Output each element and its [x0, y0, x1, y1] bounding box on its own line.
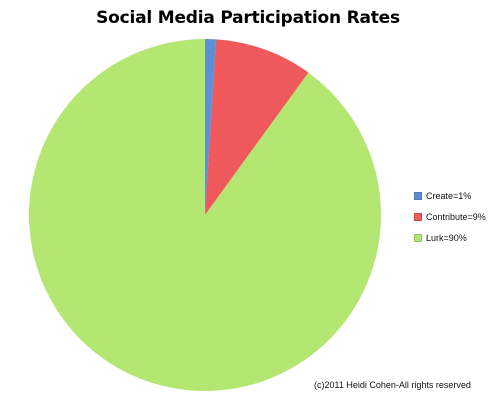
- copyright-notice: (c)2011 Heidi Cohen-All rights reserved: [314, 380, 471, 390]
- legend-item-lurk: Lurk=90%: [414, 232, 486, 243]
- chart-title: Social Media Participation Rates: [96, 8, 400, 28]
- legend-item-create: Create=1%: [414, 190, 486, 201]
- legend-item-contribute: Contribute=9%: [414, 211, 486, 222]
- legend-label-create: Create=1%: [426, 190, 472, 201]
- legend-swatch-lurk: [414, 233, 422, 242]
- legend-label-contribute: Contribute=9%: [426, 211, 486, 222]
- legend: Create=1% Contribute=9% Lurk=90%: [414, 190, 486, 253]
- legend-swatch-contribute: [414, 212, 422, 221]
- legend-swatch-create: [414, 191, 422, 200]
- pie-slice-lurk: [28, 39, 381, 392]
- pie-slice-create: [205, 39, 217, 215]
- pie-slice-contribute: [205, 39, 309, 216]
- legend-label-lurk: Lurk=90%: [426, 232, 467, 243]
